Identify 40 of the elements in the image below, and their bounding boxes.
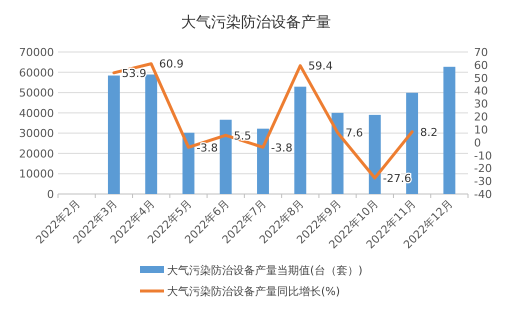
data-label: 53.9 — [122, 66, 146, 80]
y2-tick-label: -30 — [474, 175, 492, 188]
y-tick-label: 50000 — [19, 86, 54, 100]
y2-tick-label: 40 — [474, 84, 488, 98]
y-tick-label: 70000 — [19, 46, 54, 59]
y2-tick-label: 60 — [474, 58, 488, 72]
y-tick-label: 10000 — [19, 168, 54, 181]
bar — [108, 76, 120, 194]
bar — [443, 66, 456, 194]
bar — [182, 132, 194, 194]
y2-tick-label: 20 — [474, 110, 488, 124]
y2-tick-label: 0 — [474, 136, 481, 150]
y2-tick-label: 50 — [474, 72, 488, 85]
y-tick-label: 20000 — [19, 147, 54, 160]
bar — [145, 74, 158, 194]
bar — [220, 120, 232, 194]
data-label: -3.8 — [271, 141, 292, 154]
chart-title: 大气污染防治设备产量 — [181, 13, 331, 31]
y2-tick-label: -10 — [474, 149, 492, 162]
y2-tick-label: 30 — [474, 98, 488, 111]
data-label: -3.8 — [196, 141, 218, 154]
data-label: 7.6 — [346, 126, 364, 140]
y2-tick-label: -40 — [474, 188, 492, 201]
y2-tick-label: 10 — [474, 123, 488, 136]
y-tick-label: 60000 — [19, 66, 54, 80]
data-label: 59.4 — [308, 60, 333, 73]
data-label: 60.9 — [159, 58, 184, 71]
data-label: 5.5 — [234, 129, 252, 142]
y-tick-label: 40000 — [19, 106, 54, 120]
legend-label: 大气污染防治设备产量同比增长(%) — [167, 285, 340, 298]
bar — [332, 112, 344, 194]
bar — [257, 128, 269, 194]
bar — [294, 86, 306, 194]
bar — [368, 114, 381, 194]
data-label: 8.2 — [420, 126, 438, 139]
y2-tick-label: -20 — [474, 162, 492, 176]
y-tick-label: 0 — [47, 188, 54, 201]
legend-label: 大气污染防治设备产量当期值(台（套）) — [167, 264, 363, 277]
y2-tick-label: 70 — [474, 46, 488, 59]
y-tick-label: 30000 — [19, 127, 54, 140]
